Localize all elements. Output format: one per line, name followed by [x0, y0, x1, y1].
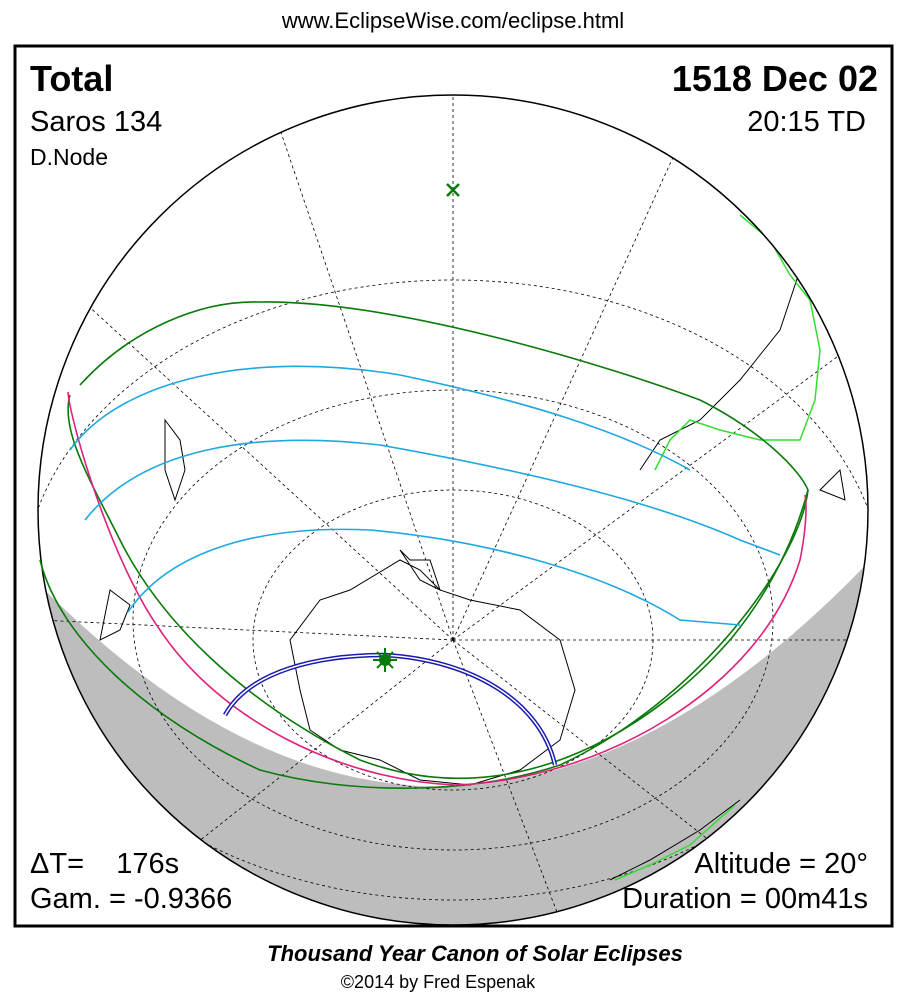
border-line: [654, 214, 821, 471]
duration: Duration = 00m41s: [622, 883, 868, 915]
altitude: Altitude = 20°: [694, 848, 868, 880]
eclipse-curves: [39, 301, 809, 789]
gamma: Gam. = -0.9366: [30, 883, 232, 915]
footer-title: Thousand Year Canon of Solar Eclipses: [267, 941, 683, 966]
eclipse-date: 1518 Dec 02: [672, 58, 878, 99]
eclipse-type: Total: [30, 58, 113, 99]
eclipse-time: 20:15 TD: [747, 106, 866, 138]
delta-t: ΔT= 176s: [30, 848, 179, 880]
node: D.Node: [30, 144, 108, 170]
globe-outline: [37, 94, 869, 926]
saros: Saros 134: [30, 106, 162, 138]
greatest-eclipse-marker: [373, 648, 397, 672]
border-line: [614, 804, 736, 881]
pole-marker: [446, 183, 460, 197]
source-url: www.EclipseWise.com/eclipse.html: [281, 8, 624, 33]
footer-credit: ©2014 by Fred Espenak: [341, 972, 536, 992]
